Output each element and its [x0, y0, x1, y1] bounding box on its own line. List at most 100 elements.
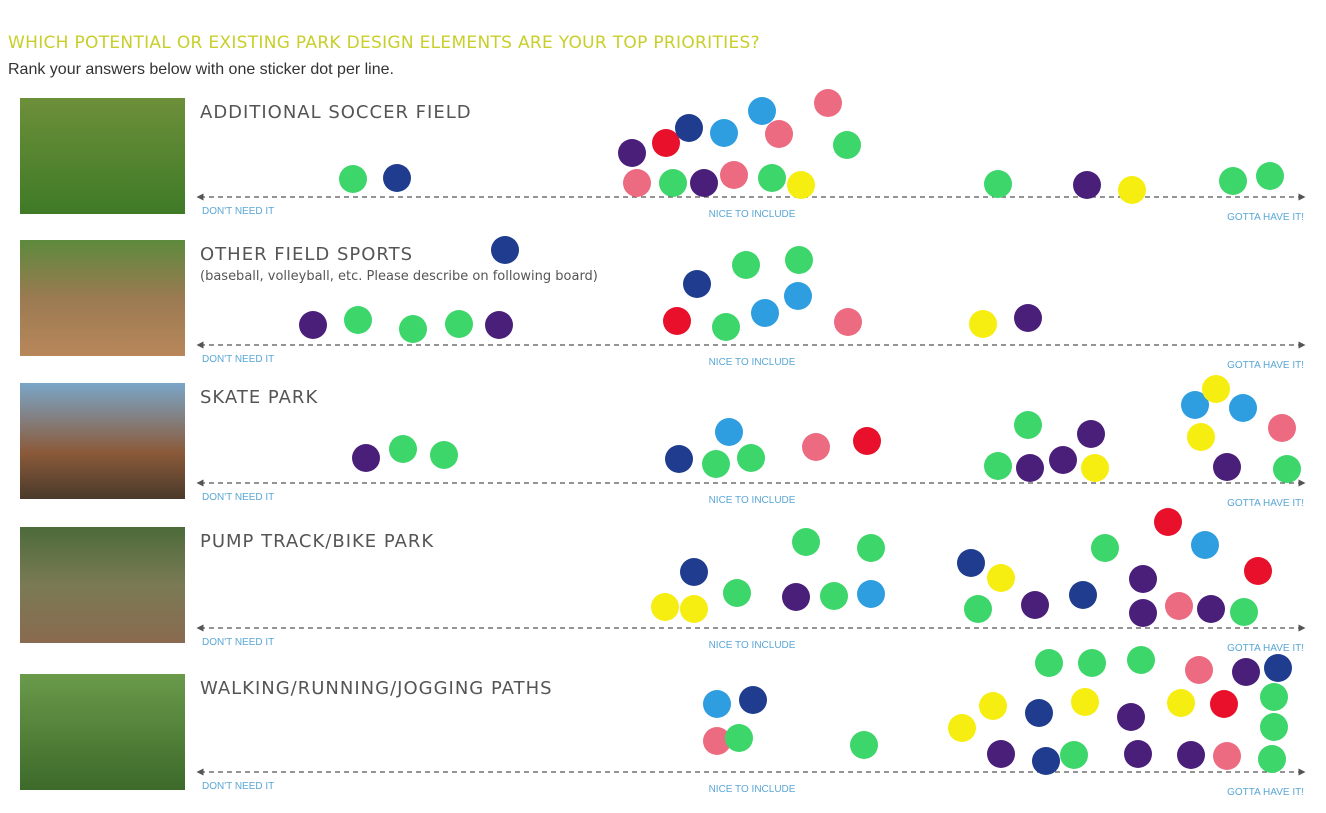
sticker-dot	[1210, 690, 1238, 718]
sticker-dot	[737, 444, 765, 472]
sticker-dot	[1264, 654, 1292, 682]
photo	[20, 383, 185, 499]
sticker-dot	[618, 139, 646, 167]
sticker-dot	[739, 686, 767, 714]
scale-low: DON'T NEED IT	[202, 206, 274, 217]
sticker-dot	[491, 236, 519, 264]
sticker-dot	[1260, 713, 1288, 741]
sticker-dot	[969, 310, 997, 338]
sticker-dot	[1129, 565, 1157, 593]
sticker-dot	[683, 270, 711, 298]
sticker-dot	[680, 595, 708, 623]
scale-low: DON'T NEED IT	[202, 637, 274, 648]
sticker-dot	[987, 740, 1015, 768]
sticker-dot	[1014, 304, 1042, 332]
sticker-dot	[720, 161, 748, 189]
sticker-dot	[1187, 423, 1215, 451]
sticker-dot	[485, 311, 513, 339]
sticker-dot	[1073, 171, 1101, 199]
sticker-dot	[1049, 446, 1077, 474]
sticker-dot	[1229, 394, 1257, 422]
sticker-dot	[802, 433, 830, 461]
sticker-dot	[659, 169, 687, 197]
sticker-dot	[1025, 699, 1053, 727]
scale-mid: NICE TO INCLUDE	[709, 640, 796, 651]
sticker-dot	[1035, 649, 1063, 677]
sticker-dot	[857, 580, 885, 608]
sticker-dot	[1071, 688, 1099, 716]
sticker-dot	[751, 299, 779, 327]
sticker-dot	[784, 282, 812, 310]
sticker-dot	[703, 727, 731, 755]
sticker-dot	[782, 583, 810, 611]
sticker-dot	[1118, 176, 1146, 204]
sticker-dot	[299, 311, 327, 339]
sticker-dot	[389, 435, 417, 463]
row-label: OTHER FIELD SPORTS	[200, 244, 413, 265]
sticker-dot	[383, 164, 411, 192]
row-label: PUMP TRACK/BIKE PARK	[200, 531, 434, 552]
sticker-dot	[820, 582, 848, 610]
sticker-dot	[712, 313, 740, 341]
sticker-dot	[1078, 649, 1106, 677]
scale-low: DON'T NEED IT	[202, 354, 274, 365]
sticker-dot	[623, 169, 651, 197]
scale-high: GOTTA HAVE IT!	[1227, 787, 1304, 798]
sticker-dot	[1213, 453, 1241, 481]
sticker-dot	[792, 528, 820, 556]
sticker-dot	[1185, 656, 1213, 684]
sticker-dot	[665, 445, 693, 473]
scale-mid: NICE TO INCLUDE	[709, 357, 796, 368]
sticker-dot	[1177, 741, 1205, 769]
sticker-dot	[1191, 531, 1219, 559]
sticker-dot	[1060, 741, 1088, 769]
photo	[20, 674, 185, 790]
sticker-dot	[715, 418, 743, 446]
sticker-dot	[1154, 508, 1182, 536]
sticker-dot	[344, 306, 372, 334]
scale-mid: NICE TO INCLUDE	[709, 495, 796, 506]
sticker-dot	[814, 89, 842, 117]
scale-low: DON'T NEED IT	[202, 492, 274, 503]
sticker-dot	[651, 593, 679, 621]
sticker-dot	[663, 307, 691, 335]
row-label: ADDITIONAL SOCCER FIELD	[200, 102, 472, 123]
sticker-dot	[1230, 598, 1258, 626]
sticker-dot	[1232, 658, 1260, 686]
sticker-dot	[1219, 167, 1247, 195]
sticker-dot	[1258, 745, 1286, 773]
sticker-dot	[758, 164, 786, 192]
sticker-dot	[430, 441, 458, 469]
row-label: WALKING/RUNNING/JOGGING PATHS	[200, 678, 553, 699]
sticker-dot	[1268, 414, 1296, 442]
sticker-dot	[850, 731, 878, 759]
photo	[20, 240, 185, 356]
sticker-dot	[1256, 162, 1284, 190]
sticker-dot	[652, 129, 680, 157]
sticker-dot	[352, 444, 380, 472]
sticker-dot	[1202, 375, 1230, 403]
photo	[20, 527, 185, 643]
scale-high: GOTTA HAVE IT!	[1227, 498, 1304, 509]
row-note: (baseball, volleyball, etc. Please descr…	[200, 269, 598, 284]
sticker-dot	[1244, 557, 1272, 585]
scale-high: GOTTA HAVE IT!	[1227, 643, 1304, 654]
sticker-dot	[732, 251, 760, 279]
sticker-dot	[725, 724, 753, 752]
scale-high: GOTTA HAVE IT!	[1227, 212, 1304, 223]
row-label: SKATE PARK	[200, 387, 318, 408]
sticker-dot	[1117, 703, 1145, 731]
sticker-dot	[979, 692, 1007, 720]
sticker-dot	[1014, 411, 1042, 439]
scale-high: GOTTA HAVE IT!	[1227, 360, 1304, 371]
sticker-dot	[785, 246, 813, 274]
sticker-dot	[1069, 581, 1097, 609]
sticker-dot	[1197, 595, 1225, 623]
scale-mid: NICE TO INCLUDE	[709, 784, 796, 795]
sticker-dot	[857, 534, 885, 562]
sticker-dot	[399, 315, 427, 343]
sticker-dot	[1081, 454, 1109, 482]
sticker-dot	[703, 690, 731, 718]
sticker-dot	[445, 310, 473, 338]
